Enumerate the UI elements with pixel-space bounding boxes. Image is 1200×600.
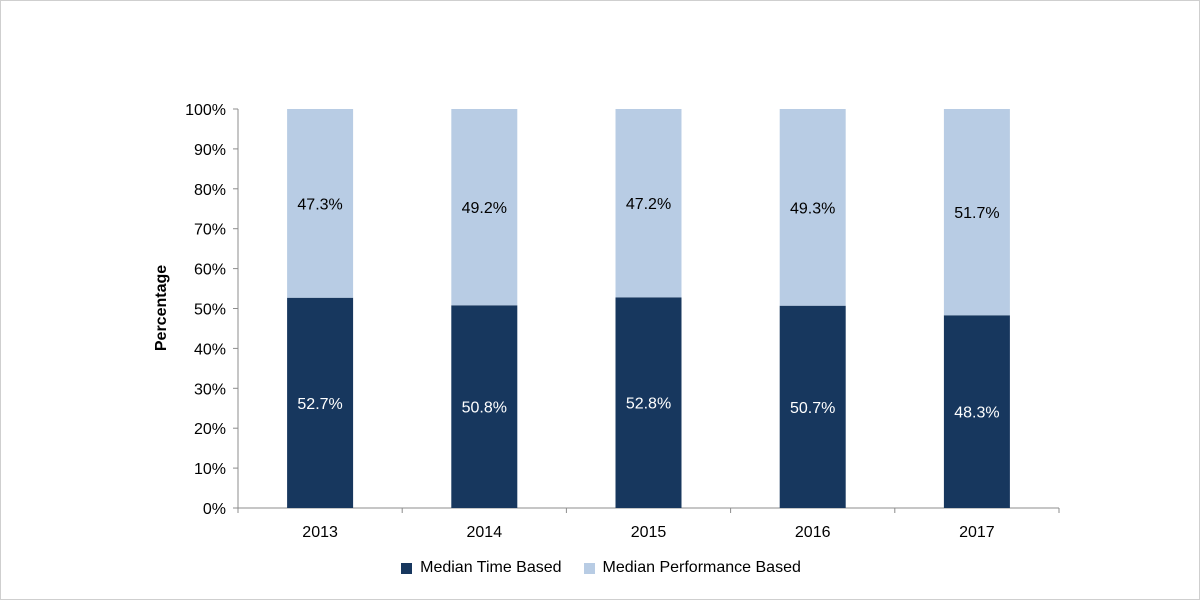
data-label: 52.8% (626, 396, 671, 413)
y-tick-label: 60% (194, 262, 226, 279)
stacked-bar-chart: 0% 10% 20% 30% 40% 50% 60% 70% 80% 90% 100% 2013 201… (153, 102, 1060, 541)
data-label: 51.7% (954, 205, 999, 222)
y-tick-label: 70% (194, 222, 226, 239)
y-tick-label: 30% (194, 381, 226, 398)
bar-segment-performance-based (287, 109, 354, 298)
bar-segment-time-based (287, 297, 354, 508)
x-tick-label: 2013 (302, 524, 338, 541)
bar-segment-time-based (943, 315, 1010, 508)
data-label: 50.8% (462, 400, 507, 417)
bar-segment-performance-based (943, 109, 1010, 316)
y-tick-label: 100% (185, 102, 226, 119)
legend-label-performance-based: Median Performance Based (602, 559, 801, 576)
bar-segment-time-based (779, 305, 846, 508)
data-label: 47.2% (626, 196, 671, 213)
bar-segment-performance-based (615, 109, 682, 298)
legend-item-performance-based: Median Performance Based (583, 559, 801, 577)
y-axis-label: Percentage (153, 265, 170, 351)
y-tick-label: 90% (194, 142, 226, 159)
y-tick-label: 80% (194, 182, 226, 199)
y-tick-label: 50% (194, 302, 226, 319)
bar-segment-performance-based (779, 109, 846, 306)
bars (287, 109, 1010, 508)
data-label: 49.3% (790, 200, 835, 217)
legend: Median Time Based Median Performance Bas… (1, 559, 1200, 577)
bar-segment-time-based (615, 297, 682, 508)
data-label: 50.7% (790, 400, 835, 417)
data-label: 47.3% (297, 196, 342, 213)
data-labels: 52.7% 47.3% 50.8% 49.2% 52.8% 47.2% 50.7% 49.3%… (297, 196, 999, 421)
legend-swatch-time-based (401, 562, 413, 574)
x-tick-label: 2016 (795, 524, 831, 541)
bar-segment-performance-based (451, 109, 518, 306)
y-tick-label: 20% (194, 421, 226, 438)
y-tick-label: 0% (203, 501, 226, 518)
data-label: 48.3% (954, 405, 999, 422)
legend-swatch-performance-based (583, 562, 595, 574)
x-tick-label: 2014 (467, 524, 503, 541)
data-label: 52.7% (297, 396, 342, 413)
legend-item-time-based: Median Time Based (401, 559, 562, 577)
legend-label-time-based: Median Time Based (420, 559, 562, 576)
y-tick-label: 40% (194, 341, 226, 358)
x-tick-label: 2015 (631, 524, 667, 541)
data-label: 49.2% (462, 200, 507, 217)
x-tick-label: 2017 (959, 524, 995, 541)
bar-segment-time-based (451, 305, 518, 508)
axes: 0% 10% 20% 30% 40% 50% 60% 70% 80% 90% 100% 2013 201… (185, 102, 1060, 541)
y-tick-label: 10% (194, 461, 226, 478)
